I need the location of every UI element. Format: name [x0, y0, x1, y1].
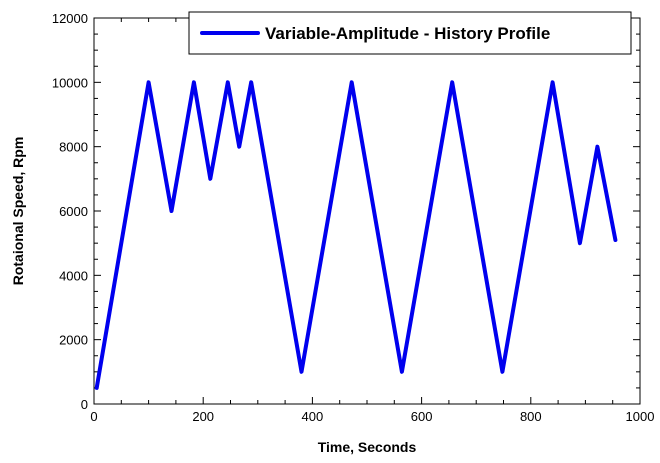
y-tick-label: 2000	[59, 333, 88, 348]
y-tick-label: 0	[81, 397, 88, 412]
axis-tick-labels: 0 200 400 600 800 100002000400060008000100001…	[52, 11, 655, 424]
y-axis-title: Rotaional Speed, Rpm	[10, 137, 26, 286]
legend-label: Variable-Amplitude - History Profile	[265, 24, 550, 43]
x-tick-label: 1000	[626, 409, 655, 424]
legend: Variable-Amplitude - History Profile	[188, 11, 632, 55]
x-tick-label: 200	[192, 409, 214, 424]
x-tick-label: 400	[302, 409, 324, 424]
x-tick-label: 0	[90, 409, 97, 424]
x-axis-title: Time, Seconds	[318, 439, 417, 455]
x-tick-label: 800	[520, 409, 542, 424]
series-line	[94, 80, 618, 390]
y-tick-label: 10000	[52, 75, 88, 90]
y-tick-label: 12000	[52, 11, 88, 26]
y-tick-label: 6000	[59, 204, 88, 219]
axis-ticks	[93, 17, 641, 405]
legend-box	[188, 11, 632, 55]
y-tick-label: 8000	[59, 140, 88, 155]
x-tick-label: 600	[411, 409, 433, 424]
plot-frame	[93, 17, 641, 405]
y-tick-label: 4000	[59, 268, 88, 283]
